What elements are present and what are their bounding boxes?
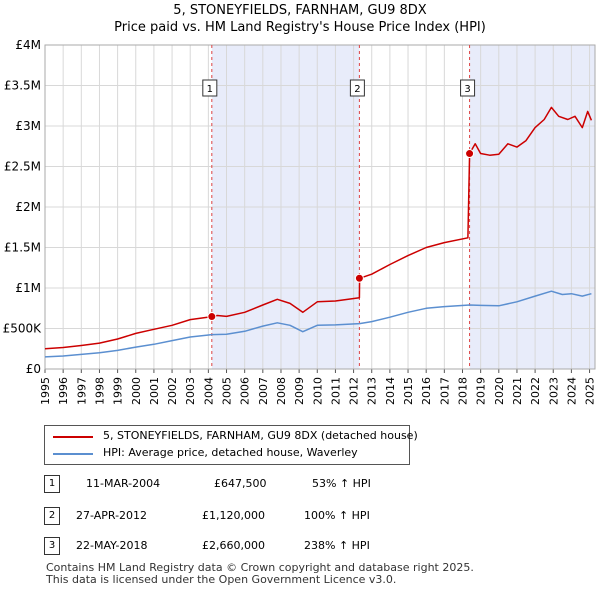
transaction-price: £2,660,000: [202, 539, 265, 552]
x-tick-label: 2019: [475, 377, 488, 405]
chart-title: 5, STONEYFIELDS, FARNHAM, GU9 8DX: [173, 3, 427, 18]
legend-label-hpi: HPI: Average price, detached house, Wave…: [103, 446, 358, 459]
transaction-date: 22-MAY-2018: [76, 539, 148, 552]
x-tick-label: 2021: [511, 377, 524, 405]
x-tick-label: 2005: [221, 377, 234, 405]
x-tick-label: 1997: [75, 377, 88, 405]
transaction-number: 1: [44, 475, 60, 493]
x-tick-label: 2006: [239, 377, 252, 405]
plot-frame: [44, 44, 596, 370]
y-tick-label: £4M: [15, 38, 41, 52]
sale-label-box: [460, 79, 476, 97]
x-tick-label: 2011: [329, 377, 342, 405]
y-tick-label: £1.5M: [4, 241, 41, 255]
transaction-hpi: 100% ↑ HPI: [304, 509, 370, 522]
legend-label-property: 5, STONEYFIELDS, FARNHAM, GU9 8DX (detac…: [103, 429, 418, 442]
x-tick-label: 1999: [112, 377, 125, 405]
transaction-hpi: 53% ↑ HPI: [312, 477, 371, 490]
x-tick-label: 2024: [565, 377, 578, 405]
x-tick-label: 1996: [57, 377, 70, 405]
x-tick-label: 2015: [402, 377, 415, 405]
x-tick-label: 2016: [420, 377, 433, 405]
x-tick-label: 2007: [257, 377, 270, 405]
x-tick-label: 2009: [293, 377, 306, 405]
y-tick-label: £2M: [15, 200, 41, 214]
x-tick-label: 1995: [39, 377, 52, 405]
footer-copyright: Contains HM Land Registry data © Crown c…: [46, 561, 474, 574]
transaction-hpi: 238% ↑ HPI: [304, 539, 370, 552]
price-chart: 1995 1996 1997 1998 1999 2000 2001 2002 2003 2004…: [3, 38, 597, 405]
x-tick-label: 2002: [166, 377, 179, 405]
legend: 5, STONEYFIELDS, FARNHAM, GU9 8DX (detac…: [44, 425, 418, 465]
legend-swatch-hpi: [53, 453, 93, 455]
hpi-series-line: [44, 290, 592, 358]
sale-point: [354, 273, 364, 283]
x-tick-label: 2023: [547, 377, 560, 405]
y-tick-label: £0: [26, 362, 41, 376]
x-tick-label: 2008: [275, 377, 288, 405]
x-tick-label: 2022: [529, 377, 542, 405]
sale-point: [207, 312, 217, 322]
transaction-price: £1,120,000: [202, 509, 265, 522]
footer-licence: This data is licensed under the Open Gov…: [46, 573, 397, 586]
x-tick-label: 2004: [202, 377, 215, 405]
x-tick-label: 2018: [456, 377, 469, 405]
x-tick-label: 2003: [184, 377, 197, 405]
y-tick-label: £2.5M: [4, 160, 41, 174]
x-tick-label: 2025: [584, 377, 597, 405]
sale-label-box: [349, 79, 365, 97]
sale-label-number: 3: [464, 84, 470, 95]
y-tick-label: £3.5M: [4, 79, 41, 93]
x-tick-label: 2000: [130, 377, 143, 405]
x-tick-label: 2012: [348, 377, 361, 405]
legend-swatch-property: [53, 436, 93, 438]
sale-label-box: [202, 79, 218, 97]
transaction-number: 3: [44, 537, 60, 555]
y-tick-label: £500K: [3, 322, 43, 336]
sale-point: [465, 149, 475, 159]
x-tick-label: 2017: [438, 377, 451, 405]
y-tick-label: £1M: [15, 281, 41, 295]
x-tick-label: 2010: [311, 377, 324, 405]
transaction-date: 27-APR-2012: [76, 509, 148, 522]
y-tick-label: £3M: [15, 119, 41, 133]
property-series-line: [44, 106, 593, 350]
transaction-date: 11-MAR-2004: [86, 477, 161, 490]
x-tick-label: 2001: [148, 377, 161, 405]
x-tick-label: 2020: [493, 377, 506, 405]
chart-subtitle: Price paid vs. HM Land Registry's House …: [114, 20, 486, 35]
x-tick-label: 1998: [93, 377, 106, 405]
x-tick-label: 2013: [366, 377, 379, 405]
transaction-number: 2: [44, 507, 60, 525]
sale-label-number: 2: [354, 84, 360, 95]
sale-label-number: 1: [207, 84, 213, 95]
transaction-price: £647,500: [214, 477, 267, 490]
x-tick-label: 2014: [384, 377, 397, 405]
